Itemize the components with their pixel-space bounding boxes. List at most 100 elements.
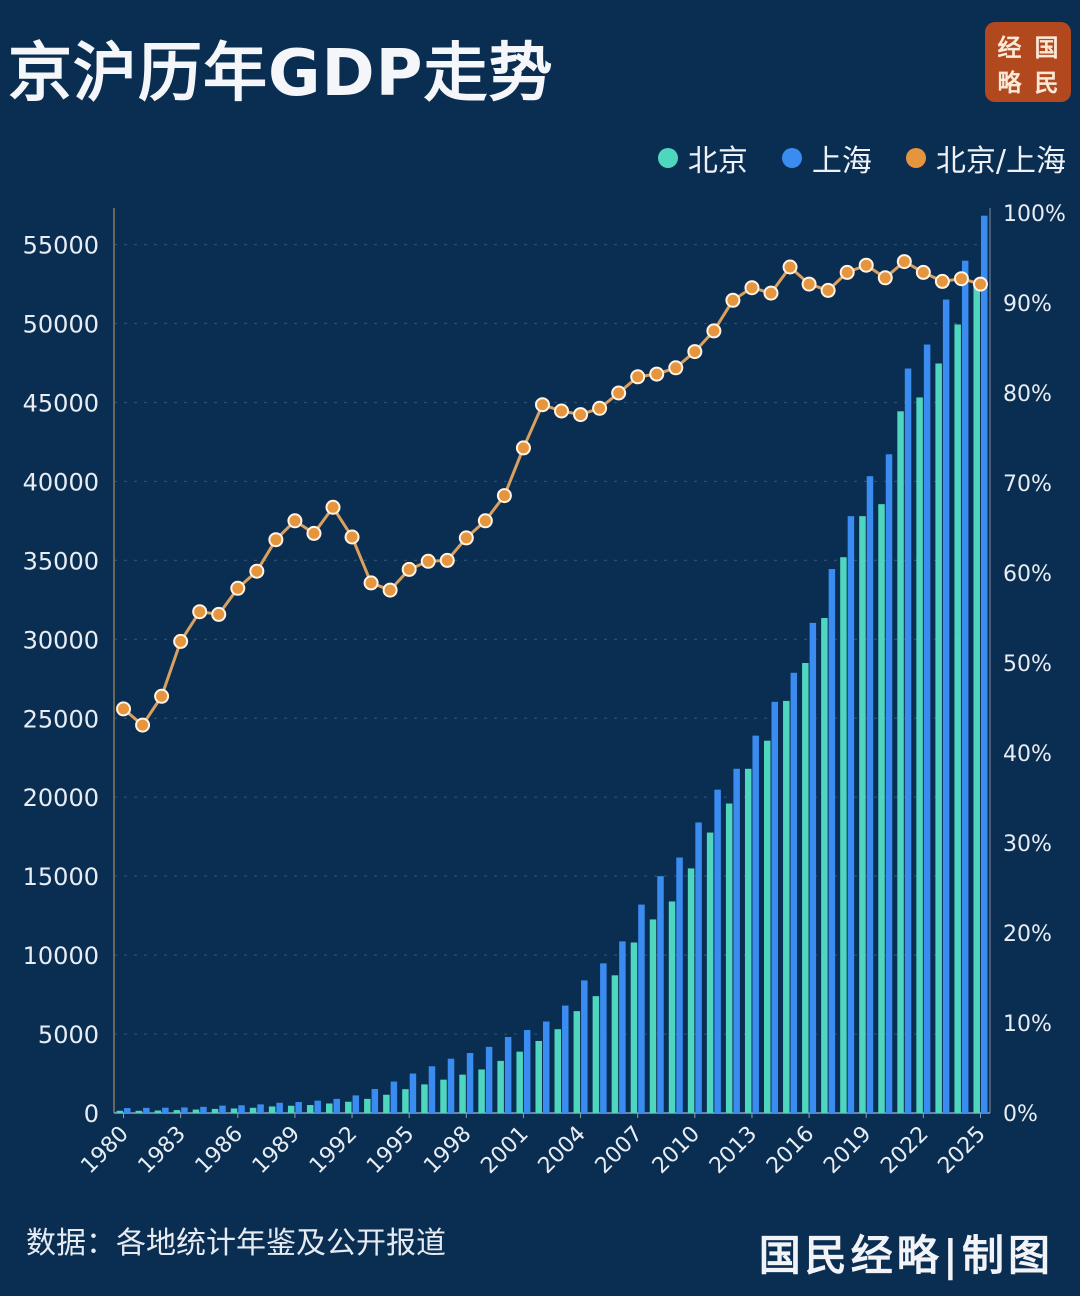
bar-beijing-1988	[268, 1106, 276, 1113]
legend-item-beijing[interactable]: 北京	[657, 136, 748, 180]
legend-dot-icon	[781, 148, 802, 168]
ratio-point-2022	[915, 264, 931, 280]
bar-shanghai-2002	[542, 1021, 550, 1113]
ratio-point-2000	[496, 488, 512, 504]
x-tick-label: 2007	[591, 1122, 648, 1179]
y-left-tick-label: 30000	[23, 626, 99, 654]
bar-shanghai-1980	[124, 1108, 131, 1113]
y-right-tick-label: 80%	[1003, 382, 1052, 407]
credit: 国民经略|制图	[758, 1231, 1054, 1280]
bar-beijing-2004	[573, 1011, 581, 1113]
ratio-point-2024	[953, 271, 969, 287]
ratio-point-1997	[439, 552, 455, 568]
ratio-point-1985	[211, 606, 227, 622]
legend: 北京 上海 北京/上海	[657, 136, 1066, 180]
ratio-point-1999	[477, 513, 493, 529]
bar-beijing-1989	[287, 1105, 295, 1113]
bar-shanghai-2025	[980, 215, 988, 1113]
bar-shanghai-1994	[390, 1081, 398, 1113]
bar-beijing-1982	[154, 1110, 162, 1113]
logo-char: 略	[997, 68, 1022, 97]
ratio-point-2011	[706, 323, 722, 339]
bar-shanghai-2014	[771, 701, 778, 1113]
bar-beijing-1997	[440, 1079, 447, 1113]
bar-shanghai-1988	[276, 1102, 283, 1113]
ratio-point-2008	[649, 366, 665, 382]
bar-beijing-2005	[592, 996, 600, 1113]
bar-beijing-2003	[554, 1029, 562, 1113]
x-tick-label: 2001	[476, 1122, 533, 1179]
ratio-point-2021	[896, 254, 912, 270]
ratio-point-1980	[116, 701, 132, 717]
bar-beijing-1991	[326, 1103, 333, 1113]
bar-beijing-1990	[306, 1105, 314, 1113]
x-tick-label: 1989	[248, 1122, 305, 1179]
bar-beijing-2013	[744, 768, 752, 1113]
bar-shanghai-2012	[733, 768, 740, 1113]
ratio-point-2025	[972, 276, 988, 292]
y-left-tick-label: 10000	[23, 942, 99, 970]
ratio-point-1988	[268, 532, 284, 548]
bar-beijing-2001	[516, 1051, 523, 1113]
ratio-point-1991	[325, 499, 341, 515]
bar-shanghai-1982	[162, 1107, 169, 1113]
bar-beijing-1987	[249, 1107, 257, 1113]
ratio-point-2018	[839, 264, 855, 280]
bar-beijing-2022	[916, 397, 923, 1114]
ratio-point-2009	[668, 360, 684, 376]
ratio-point-2003	[554, 403, 570, 419]
legend-label: 北京	[687, 144, 748, 179]
bar-beijing-2015	[783, 700, 790, 1113]
ratio-point-2015	[782, 259, 798, 275]
bar-beijing-2010	[687, 868, 695, 1113]
y-right-tick-label: 90%	[1003, 292, 1052, 317]
ratio-point-2002	[534, 397, 550, 413]
bar-beijing-1996	[421, 1084, 428, 1113]
bar-shanghai-2022	[923, 344, 931, 1113]
bar-shanghai-1992	[352, 1095, 360, 1113]
bar-shanghai-1990	[314, 1100, 321, 1113]
bar-beijing-2017	[821, 618, 828, 1113]
ratio-point-2020	[877, 270, 893, 286]
y-right-tick-label: 0%	[1003, 1102, 1038, 1127]
x-tick-label: 2022	[876, 1122, 933, 1179]
bar-shanghai-2024	[961, 260, 969, 1113]
y-left-tick-label: 5000	[38, 1021, 99, 1049]
ratio-line	[122, 259, 981, 728]
bar-beijing-1986	[230, 1108, 238, 1113]
y-left-tick-label: 25000	[23, 705, 99, 733]
ratio-point-2004	[573, 407, 589, 423]
chart-title: 京沪历年GDP走势	[8, 37, 554, 111]
ratio-point-2017	[820, 282, 836, 298]
bar-shanghai-1985	[219, 1105, 226, 1113]
bar-shanghai-2021	[904, 368, 912, 1113]
bar-shanghai-1986	[238, 1105, 245, 1113]
y-left-tick-label: 35000	[23, 547, 99, 575]
legend-dot-icon	[657, 148, 678, 168]
bar-beijing-2018	[840, 557, 847, 1113]
legend-item-ratio[interactable]: 北京/上海	[905, 136, 1066, 180]
ratio-point-1983	[173, 633, 189, 649]
bar-shanghai-2013	[752, 735, 759, 1113]
bar-shanghai-1998	[466, 1052, 474, 1113]
bar-beijing-2014	[764, 740, 771, 1113]
x-tick-label: 1980	[76, 1122, 133, 1179]
bar-shanghai-1987	[257, 1104, 264, 1113]
bar-beijing-1981	[135, 1110, 143, 1113]
bar-shanghai-2004	[581, 980, 588, 1113]
bar-beijing-1980	[116, 1110, 124, 1113]
x-tick-label: 1986	[191, 1122, 248, 1179]
bar-beijing-1995	[402, 1089, 409, 1113]
y-right-tick-label: 40%	[1003, 742, 1052, 767]
bar-beijing-2000	[497, 1060, 504, 1113]
y-left-tick-label: 20000	[23, 784, 99, 812]
bar-beijing-2025	[973, 286, 980, 1113]
legend-item-shanghai[interactable]: 上海	[781, 136, 872, 180]
bar-shanghai-2007	[638, 904, 645, 1113]
bar-shanghai-1983	[181, 1107, 188, 1113]
bar-beijing-2011	[706, 832, 714, 1113]
x-tick-label: 1983	[134, 1122, 191, 1179]
ratio-point-2006	[611, 385, 627, 401]
bar-shanghai-1984	[200, 1106, 207, 1113]
